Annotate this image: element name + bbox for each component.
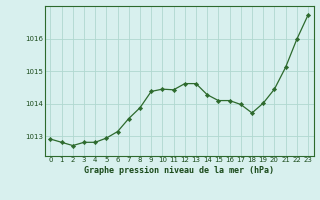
X-axis label: Graphe pression niveau de la mer (hPa): Graphe pression niveau de la mer (hPa) [84, 166, 274, 175]
